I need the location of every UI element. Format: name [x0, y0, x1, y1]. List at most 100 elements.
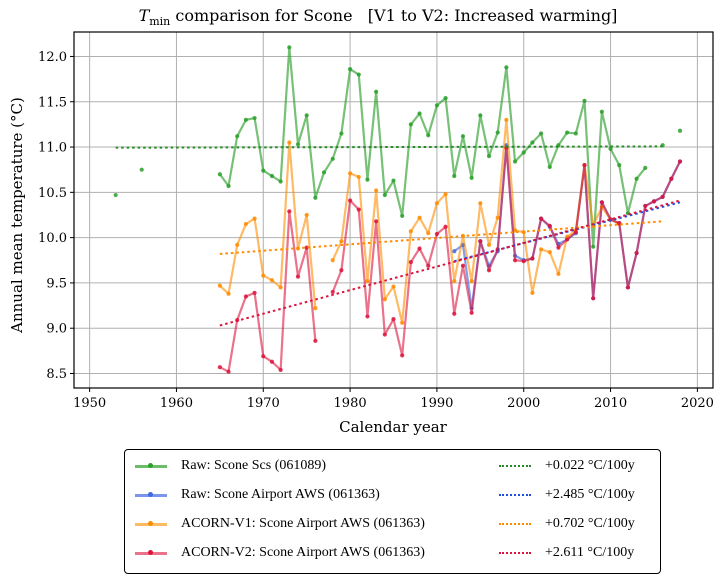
data-point [582, 98, 587, 103]
data-point [417, 246, 422, 251]
trend-lines [115, 145, 681, 327]
data-point [330, 289, 335, 295]
data-point [391, 317, 396, 322]
data-point [669, 176, 674, 181]
data-point [452, 279, 457, 284]
chart-title: Tmin comparison for Scone [V1 to V2: Inc… [139, 6, 618, 28]
series-lines [113, 45, 683, 374]
legend-label: Raw: Scone Scs (061089) [181, 458, 327, 473]
data-point [226, 183, 231, 189]
data-point [261, 168, 266, 173]
data-point [408, 122, 413, 127]
data-point [243, 294, 249, 299]
data-point [339, 268, 344, 273]
grid [74, 32, 713, 388]
data-point [356, 207, 361, 212]
plot-frame [73, 31, 714, 389]
data-point [235, 242, 240, 247]
data-point [287, 140, 292, 145]
legend-trend-red: +2.611 °C/100y [499, 543, 634, 563]
data-point [365, 177, 370, 182]
data-point [347, 171, 353, 176]
legend-item-acorn-v2: ACORN-V2: Scone Airport AWS (061363) [135, 543, 425, 563]
x-tick-label: 1960 [160, 396, 193, 411]
title-T: T [139, 6, 151, 25]
data-point [408, 259, 413, 265]
data-point [408, 229, 413, 234]
data-point [486, 242, 492, 247]
data-point [426, 263, 431, 268]
data-point [625, 285, 631, 290]
data-point [269, 359, 275, 364]
legend-marker-green [135, 461, 167, 471]
data-point [356, 174, 361, 180]
data-point [287, 45, 292, 50]
data-point [330, 156, 335, 161]
y-tick-label: 11.5 [38, 95, 67, 110]
x-tick-label: 2020 [681, 396, 714, 411]
data-point [643, 203, 648, 209]
data-point [591, 244, 596, 249]
data-point [313, 195, 318, 200]
data-point [452, 311, 457, 316]
data-point [374, 219, 379, 224]
title-subscript: min [149, 15, 170, 28]
data-point [460, 134, 466, 139]
data-point [139, 167, 144, 172]
data-point [643, 165, 648, 170]
title-rest: comparison for Scone [V1 to V2: Increase… [170, 6, 617, 25]
x-axis-title: Calendar year [339, 418, 448, 436]
data-point [252, 115, 257, 121]
data-point [226, 291, 231, 296]
data-point [469, 310, 474, 315]
y-tick-label: 10.5 [38, 186, 67, 201]
data-point [538, 247, 544, 252]
series-0 [113, 45, 683, 249]
data-point [304, 212, 309, 218]
series-line [331, 146, 681, 357]
data-point [556, 245, 561, 250]
data-point [278, 179, 283, 184]
data-point [243, 117, 249, 122]
data-point [460, 263, 466, 268]
data-point [269, 278, 275, 283]
data-point [677, 128, 683, 133]
data-point [269, 173, 275, 179]
data-point [512, 258, 518, 263]
data-point [434, 231, 440, 237]
data-point [278, 367, 283, 372]
data-point [391, 284, 396, 289]
data-point [278, 285, 283, 290]
data-point [521, 150, 526, 155]
data-point [347, 198, 353, 203]
data-point [486, 154, 492, 159]
x-tick-label: 1990 [420, 396, 453, 411]
data-point [565, 237, 570, 242]
data-point [512, 159, 518, 164]
legend-marker-orange [135, 519, 167, 529]
data-point [486, 268, 492, 273]
data-point [261, 354, 266, 359]
legend-trend-label: +0.022 °C/100y [545, 458, 635, 473]
data-point [521, 259, 526, 264]
data-point [495, 215, 500, 220]
data-point [504, 117, 509, 122]
data-point [443, 224, 448, 229]
data-point [426, 133, 431, 138]
data-point [295, 142, 301, 147]
data-point [573, 230, 578, 235]
data-point [434, 201, 440, 206]
data-point [235, 134, 240, 139]
x-tick-label: 1980 [334, 396, 367, 411]
y-axis-title: Annual mean temperature (°C) [8, 97, 26, 334]
data-point [382, 192, 387, 198]
data-point [417, 111, 422, 116]
data-point [443, 192, 448, 197]
data-point [287, 209, 292, 214]
legend-item-acorn-v1: ACORN-V1: Scone Airport AWS (061363) [135, 514, 425, 534]
data-point [382, 332, 387, 337]
x-tick-label: 2010 [594, 396, 627, 411]
data-point [677, 159, 683, 164]
data-point [530, 256, 535, 261]
data-point [252, 216, 257, 221]
